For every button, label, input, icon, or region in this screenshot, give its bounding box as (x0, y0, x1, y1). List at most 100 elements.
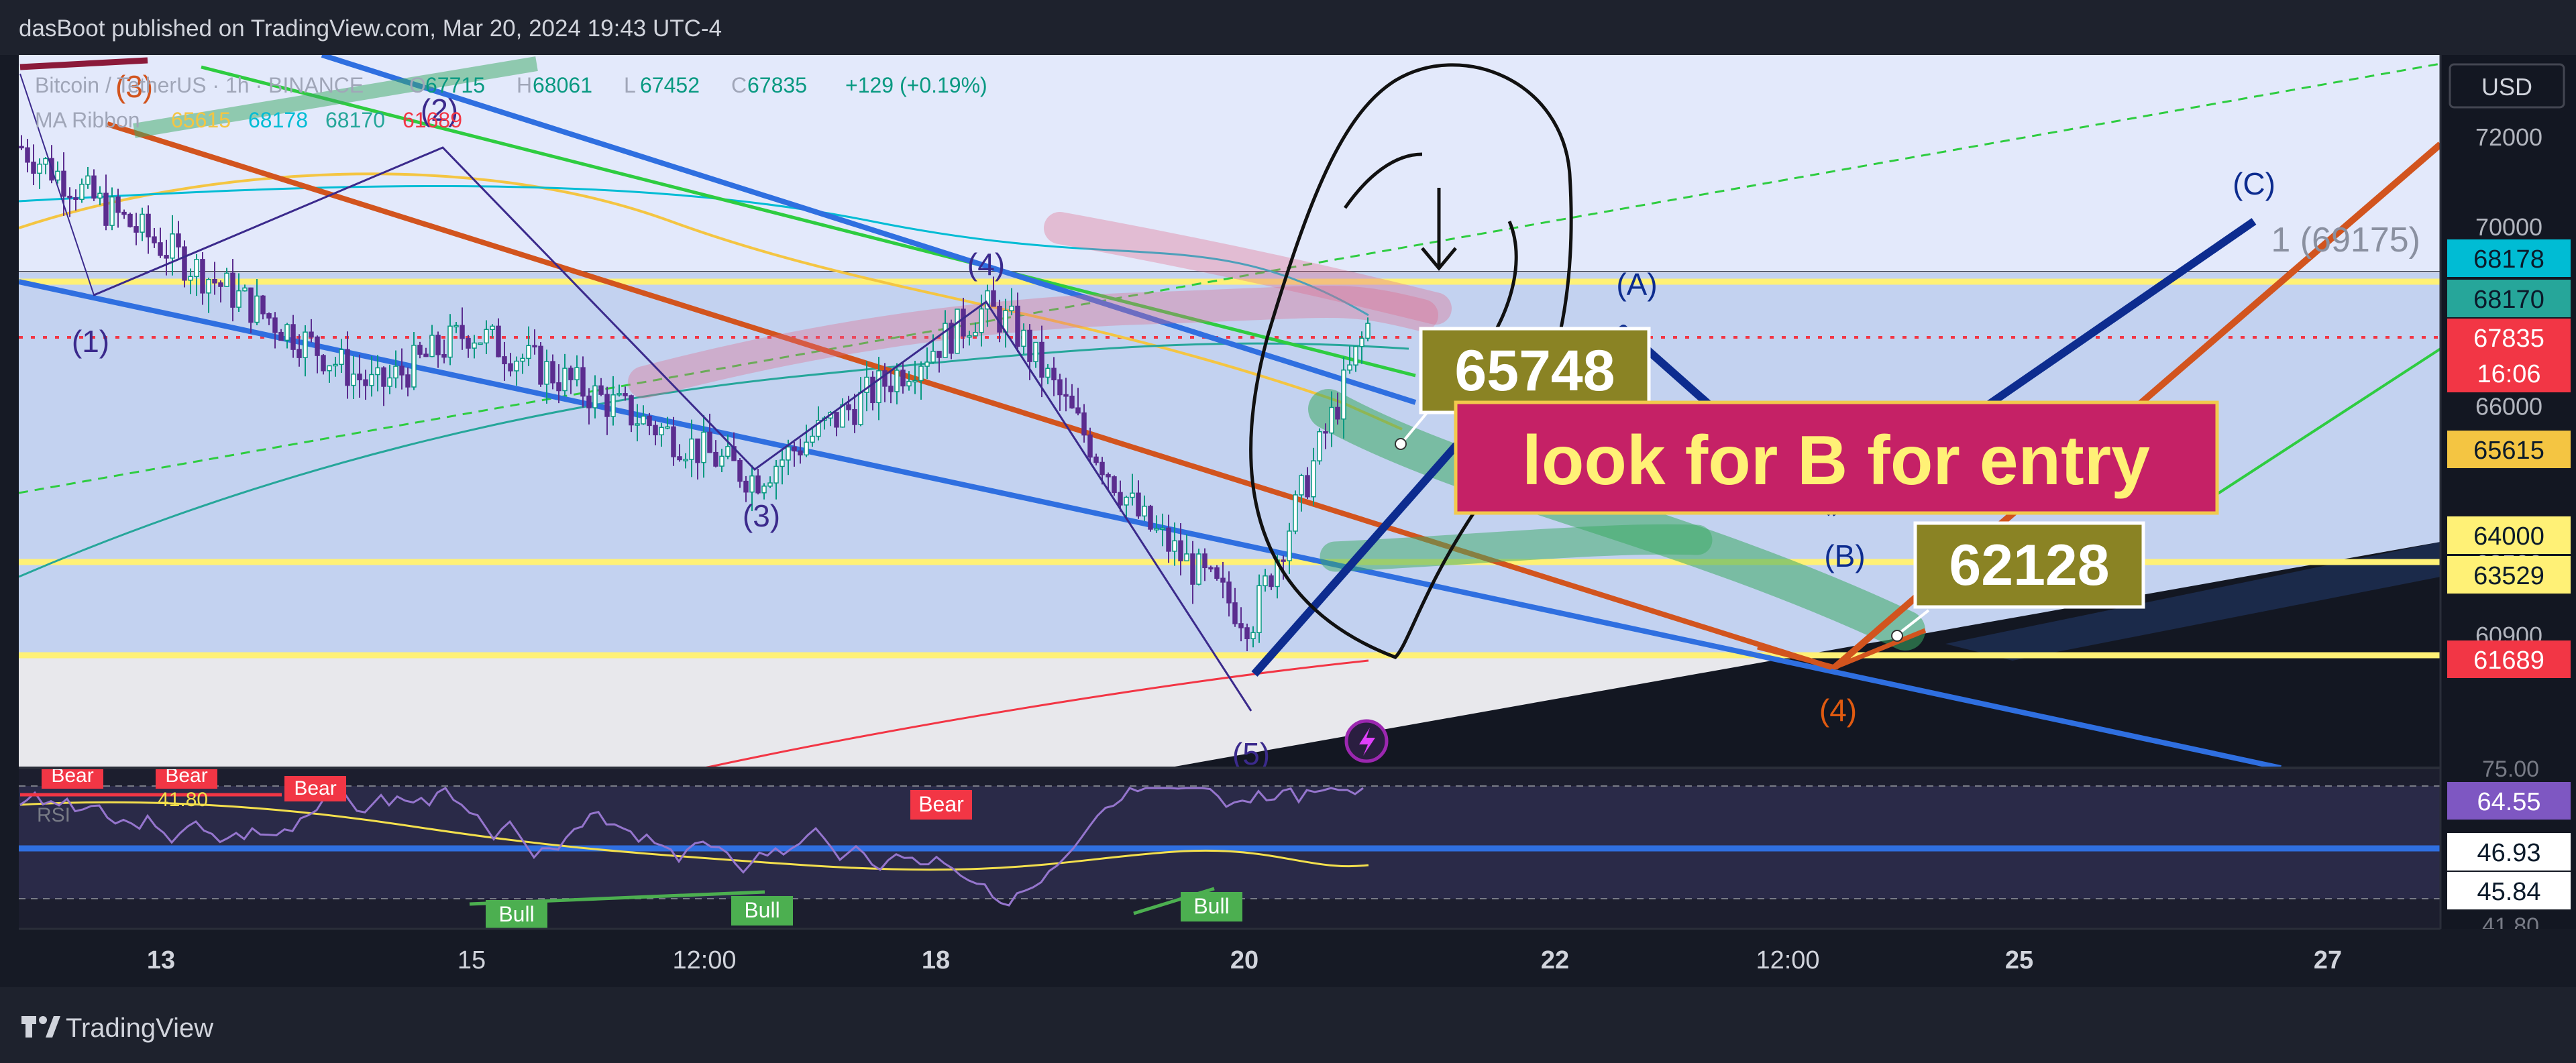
candle (1063, 378, 1069, 412)
candle (689, 419, 694, 478)
candle (592, 375, 598, 418)
price-badge-ma4: 61689 (2447, 640, 2571, 678)
currency-button[interactable]: USD (2449, 63, 2565, 109)
candle (936, 351, 942, 373)
svg-text:Bear: Bear (918, 792, 964, 816)
wave-label-4: (4) (967, 247, 1005, 282)
candle (345, 331, 350, 399)
candle (580, 356, 586, 408)
candle (73, 189, 78, 211)
candle (955, 309, 960, 354)
candle (1214, 565, 1220, 581)
rsi-badges: 64.55 46.93 45.84 (2447, 782, 2571, 909)
candle (496, 318, 501, 357)
price-tick: 70000 (2475, 213, 2542, 241)
candle (369, 355, 374, 397)
rsi-line (19, 786, 1364, 907)
candle (1057, 374, 1063, 411)
rsi-legend-value: 41.80 (158, 789, 208, 811)
candle (1184, 534, 1189, 561)
candle (1347, 346, 1352, 374)
candle (943, 310, 948, 358)
candle (25, 139, 30, 173)
lightning-icon[interactable] (1344, 719, 1389, 763)
bear-tag-1: Bear (42, 765, 103, 789)
candle (1148, 504, 1153, 532)
candle (532, 329, 537, 355)
candle (146, 205, 151, 254)
svg-text:Bear: Bear (51, 765, 93, 787)
time-tick: 22 (1541, 946, 1569, 974)
candle (127, 212, 133, 228)
candle (363, 370, 368, 400)
candle (1124, 496, 1129, 518)
price-badges: 68178 68170 67835 16:06 65615 64000 63529 61689 (2447, 239, 2571, 678)
candle (284, 323, 290, 349)
fib-extension-label: 1 (69175) (2271, 221, 2420, 260)
ohlc-value-o: 67715 (425, 73, 485, 97)
header-bar (0, 0, 2576, 55)
price-badge-value: 67835 (2473, 325, 2544, 353)
price-badge-value: 68170 (2473, 286, 2544, 314)
candle (321, 354, 326, 375)
legend-ohlc: O 67715 H 68061 L 67452 C 67835 (409, 73, 807, 97)
candle (327, 365, 332, 383)
candle (212, 262, 217, 295)
candle (272, 312, 278, 349)
candle (1142, 495, 1147, 521)
candle (405, 367, 411, 397)
candle (97, 186, 103, 205)
callout-62128: 62128 (1891, 521, 2145, 642)
candle (906, 371, 912, 391)
candle (520, 353, 525, 374)
candle (1359, 331, 1364, 364)
candle (236, 273, 241, 313)
candle (472, 335, 477, 359)
callout-top-price: 65748 (1454, 339, 1615, 403)
candle (1021, 323, 1026, 354)
candle (647, 412, 652, 435)
candle (55, 161, 60, 184)
candle (423, 347, 429, 357)
bull-tag-2: Bull (731, 896, 793, 926)
ohlc-key-h: H (517, 73, 532, 97)
time-axis[interactable] (0, 929, 2576, 988)
candle (586, 388, 592, 425)
candle (894, 363, 900, 404)
candle (653, 421, 658, 446)
candle (1329, 391, 1334, 447)
candle (918, 361, 924, 400)
candle (526, 326, 531, 366)
candle (339, 339, 344, 374)
candle (43, 157, 48, 174)
candle (719, 449, 724, 473)
candle (1269, 573, 1274, 590)
currency-label: USD (2481, 73, 2532, 101)
wave-label-1: (1) (72, 324, 109, 359)
candle (152, 227, 157, 248)
candle (194, 254, 199, 296)
candle (484, 320, 489, 355)
bull-tag-1: Bull (486, 900, 547, 929)
time-tick: 12:00 (1756, 946, 1819, 974)
candle (1244, 623, 1250, 651)
candle (109, 187, 115, 231)
ohlc-value-c: 67835 (747, 73, 807, 97)
footer-brand[interactable]: TradingView (66, 1013, 213, 1043)
candle (780, 449, 785, 485)
candle (1281, 555, 1286, 580)
candle (773, 459, 779, 500)
time-tick: 18 (922, 946, 950, 974)
pink-zone (628, 286, 1438, 398)
candle (1311, 447, 1316, 506)
rsi-ma-line (19, 801, 1369, 871)
bull-tag-3: Bull (1181, 892, 1242, 921)
candle (393, 350, 398, 388)
candle (375, 355, 380, 392)
candle (876, 357, 881, 421)
rsi-axis-top: 75.00 (2482, 757, 2539, 782)
bear-tag-3: Bear (284, 776, 346, 801)
ohlc-key-c: C (731, 73, 747, 97)
legend-ma-1: 65615 (171, 108, 231, 132)
bear-tag-2: Bear (156, 768, 217, 789)
